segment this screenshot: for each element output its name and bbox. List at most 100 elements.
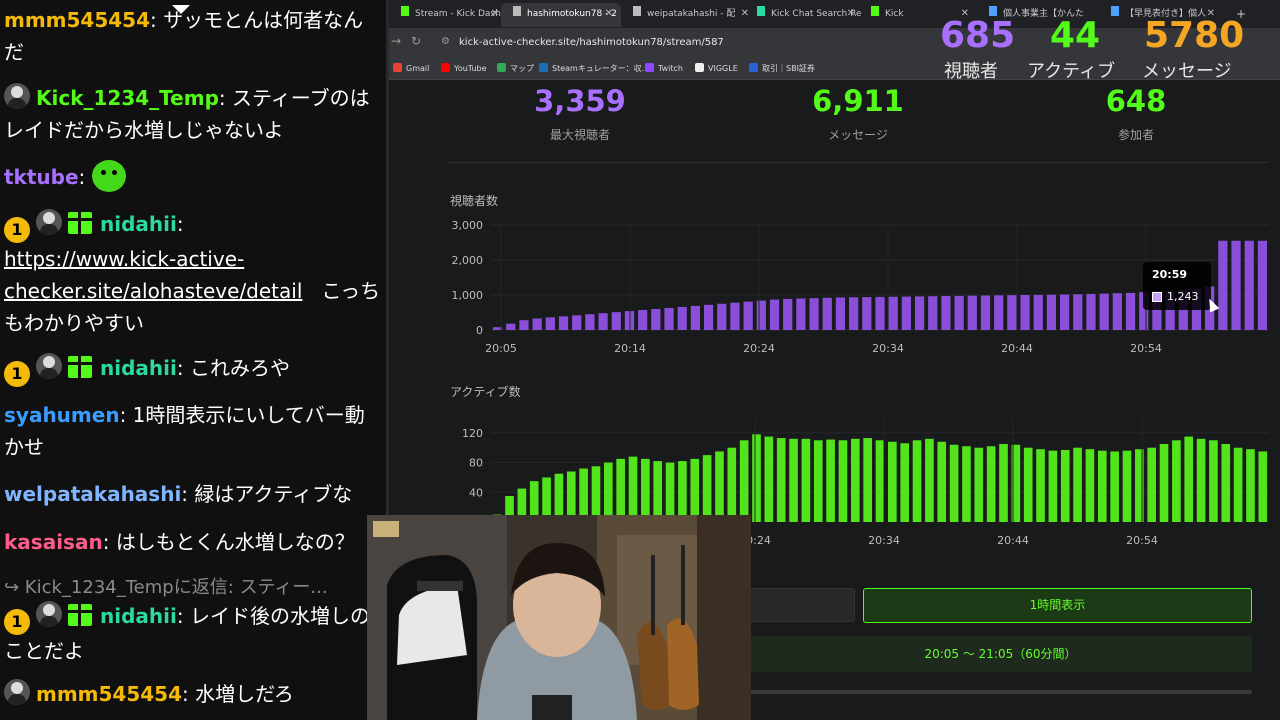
chart-bar[interactable] (949, 444, 959, 522)
chart-bar[interactable] (1172, 440, 1181, 522)
chart-bar[interactable] (558, 316, 569, 330)
site-info-icon[interactable]: ⚙ (441, 36, 450, 47)
chart-bar[interactable] (702, 455, 712, 522)
time-range-slider[interactable] (749, 690, 1252, 694)
chart-bar[interactable] (1122, 450, 1132, 522)
chart-bar[interactable] (994, 295, 1004, 330)
chart-bar[interactable] (1033, 294, 1043, 330)
chart-bar[interactable] (863, 438, 872, 522)
chart-bar[interactable] (1086, 293, 1096, 330)
chat-username[interactable]: mmm545454 (36, 682, 183, 706)
chart-bar[interactable] (875, 296, 885, 330)
chart-bar[interactable] (1048, 450, 1058, 522)
chart-bar[interactable] (585, 314, 595, 330)
chart-bar[interactable] (1097, 450, 1107, 522)
chart-bar[interactable] (1023, 447, 1033, 522)
chart-bar[interactable] (1007, 295, 1017, 330)
chart-bar[interactable] (875, 440, 885, 522)
chart-bar[interactable] (769, 299, 780, 330)
chart-bar[interactable] (628, 456, 638, 522)
chart-bar[interactable] (999, 444, 1008, 522)
chart-bar[interactable] (517, 488, 527, 522)
chart-bar[interactable] (1110, 451, 1119, 522)
chat-reply-context[interactable]: ↪ Kick_1234_Tempに返信: スティー... (4, 577, 328, 598)
chart-bar[interactable] (1147, 447, 1157, 522)
chart-bar[interactable] (850, 438, 860, 522)
chart-bar[interactable] (1020, 295, 1030, 330)
url-text[interactable]: kick-active-checker.site/hashimotokun78/… (459, 37, 724, 48)
bookmark-viggle[interactable]: VIGGLE (695, 63, 738, 73)
chevron-down-icon[interactable] (170, 0, 192, 14)
chart-bar[interactable] (838, 440, 848, 522)
chart-bar[interactable] (703, 304, 714, 330)
chart-bar[interactable] (1059, 294, 1070, 330)
chart-bar[interactable] (900, 443, 910, 522)
chart-bar[interactable] (752, 434, 761, 522)
chat-username[interactable]: kasaisan (4, 530, 103, 554)
chart-bar[interactable] (901, 296, 911, 330)
browser-tab[interactable]: KStream - Kick Dashb✕ (389, 3, 507, 27)
chart-bar[interactable] (862, 297, 872, 330)
forward-icon[interactable]: → (391, 34, 402, 48)
browser-tab[interactable]: A個人事業主【かんた (977, 3, 1101, 27)
chart-bar[interactable] (1099, 293, 1109, 330)
close-icon[interactable]: ✕ (960, 8, 969, 19)
chart-bar[interactable] (986, 446, 996, 522)
chart-bar[interactable] (1112, 293, 1122, 330)
browser-tab[interactable]: Pweipatakahashi - 配✕ (621, 3, 757, 27)
time-range-button[interactable] (749, 588, 855, 622)
chart-bar[interactable] (715, 451, 724, 522)
chart-bar[interactable] (974, 447, 984, 522)
chart-bar[interactable] (967, 295, 977, 330)
chart-bar[interactable] (1152, 291, 1162, 331)
chart-bar[interactable] (1165, 290, 1175, 330)
chat-username[interactable]: nidahii (100, 356, 177, 380)
chart-bar[interactable] (1209, 440, 1218, 522)
chat-username[interactable]: syahumen (4, 403, 120, 427)
chart-bar[interactable] (492, 327, 503, 330)
browser-tab-active[interactable]: Phashimotokun78 - 2✕ (501, 3, 621, 27)
chart-bar[interactable] (1073, 447, 1082, 522)
chart-bar[interactable] (1085, 449, 1095, 522)
chart-bar[interactable] (1159, 444, 1169, 522)
chart-bar[interactable] (914, 296, 925, 330)
chart-bar[interactable] (764, 436, 774, 522)
chart-bar[interactable] (954, 295, 964, 330)
new-tab-button[interactable]: + (1236, 7, 1247, 21)
chart-bar[interactable] (1196, 438, 1206, 522)
chart-bar[interactable] (1139, 292, 1149, 330)
chart-bar[interactable] (506, 323, 516, 330)
chart-bar[interactable] (572, 315, 582, 330)
chat-username[interactable]: welpatakahashi (4, 482, 182, 506)
bookmark-maps[interactable]: マップ (497, 63, 534, 74)
chart-bar[interactable] (690, 458, 700, 522)
chart-bar[interactable] (529, 481, 539, 522)
chart-bar[interactable] (616, 458, 625, 522)
chart-bar[interactable] (678, 461, 687, 522)
close-icon[interactable]: ✕ (604, 8, 613, 19)
chart-bar[interactable] (1258, 451, 1268, 522)
chart-bar[interactable] (1135, 449, 1144, 522)
chart-bar[interactable] (925, 438, 934, 522)
bookmark-twitch[interactable]: Twitch (645, 63, 683, 73)
chart-bar[interactable] (554, 473, 564, 522)
chart-bar[interactable] (603, 462, 613, 522)
chart-bar[interactable] (1011, 444, 1021, 522)
chart-bar[interactable] (835, 297, 846, 330)
chart-bar[interactable] (579, 468, 588, 522)
chart-bar[interactable] (796, 298, 806, 331)
chart-bar[interactable] (1073, 294, 1083, 330)
reload-icon[interactable]: ↻ (411, 34, 422, 48)
viewers-chart[interactable]: 0 1,000 2,000 3,000 20:05 20:14 20:24 20:34 20:4… (389, 210, 1280, 360)
chat-username[interactable]: nidahii (100, 604, 177, 628)
close-icon[interactable]: ✕ (1206, 8, 1215, 19)
chart-bar[interactable] (638, 310, 648, 330)
chat-username[interactable]: mmm545454 (4, 8, 151, 32)
chart-bar[interactable] (1036, 449, 1045, 522)
chart-bar[interactable] (739, 440, 749, 522)
close-icon[interactable]: ✕ (490, 8, 499, 19)
chart-bar[interactable] (624, 311, 635, 330)
chart-bar[interactable] (653, 461, 663, 522)
chart-bar[interactable] (1246, 449, 1255, 522)
